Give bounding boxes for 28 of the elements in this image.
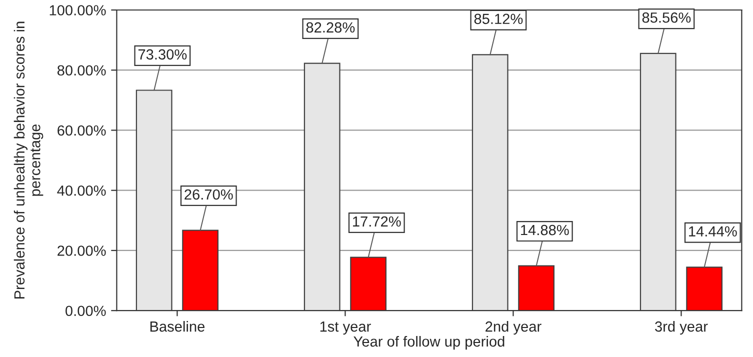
bar: [640, 52, 676, 311]
x-tick-label: Baseline: [150, 321, 205, 332]
data-label: 85.56%: [642, 12, 691, 23]
x-tick-label: 1st year: [320, 322, 371, 335]
y-tick-label: 80.00%: [57, 65, 106, 76]
bar: [304, 62, 340, 311]
bar: [182, 230, 218, 311]
data-label: 17.72%: [353, 216, 401, 227]
data-label: 82.28%: [306, 22, 355, 33]
data-label: 26.70%: [184, 189, 233, 200]
data-label: 14.44%: [689, 226, 737, 236]
y-axis-title: Prevalence of unhealthy behavior scores in percentage: [14, 22, 44, 299]
bar: [686, 266, 723, 311]
y-tick-label: 20.00%: [58, 246, 106, 256]
y-tick-label: 100.00%: [50, 5, 106, 16]
bar: [350, 256, 387, 311]
y-tick-label: 40.00%: [57, 185, 106, 196]
y-tick-label: 0.00%: [66, 306, 106, 316]
data-label: 14.88%: [521, 224, 569, 236]
data-label: 73.30%: [138, 49, 187, 60]
bar: [472, 54, 508, 311]
x-tick-label: 3rd year: [655, 321, 708, 335]
x-tick-label: 2nd year: [486, 321, 542, 335]
y-tick-label: 60.00%: [58, 125, 106, 136]
data-label: 85.12%: [474, 14, 523, 24]
bar: [518, 265, 555, 311]
bar: [136, 90, 172, 311]
x-axis-title: Year of follow up period: [354, 336, 504, 350]
